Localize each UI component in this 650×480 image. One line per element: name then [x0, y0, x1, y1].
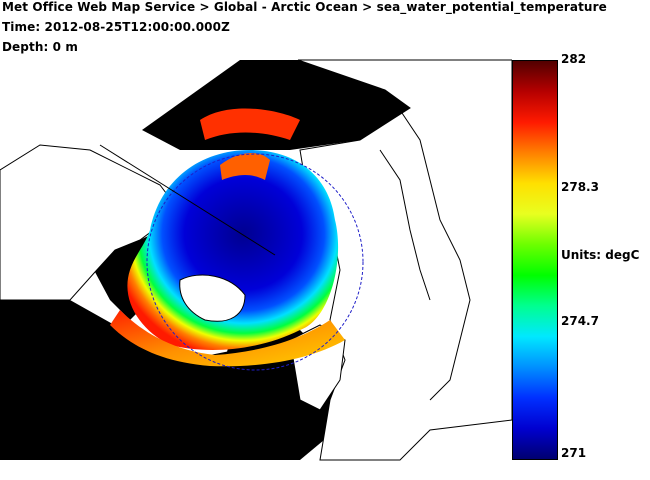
colorbar-units-label: Units: degC	[561, 248, 640, 262]
coastlines	[0, 59, 512, 461]
meridian-line	[99, 144, 276, 256]
time-label: Time: 2012-08-25T12:00:00.000Z	[2, 20, 230, 34]
colorbar-legend	[512, 60, 558, 460]
colorbar-min-label: 271	[561, 446, 587, 460]
colorbar-lower-tick: 274.7	[561, 314, 599, 328]
colorbar-upper-tick: 278.3	[561, 180, 599, 194]
land-borders	[399, 109, 471, 401]
colorbar-max-label: 282	[561, 52, 587, 66]
arctic-temperature-map[interactable]	[0, 0, 512, 480]
ocean-temperature-field	[110, 108, 345, 367]
depth-label: Depth: 0 m	[2, 40, 78, 54]
polar-boundary-circle	[146, 153, 364, 371]
breadcrumb-title: Met Office Web Map Service > Global - Ar…	[2, 0, 607, 14]
